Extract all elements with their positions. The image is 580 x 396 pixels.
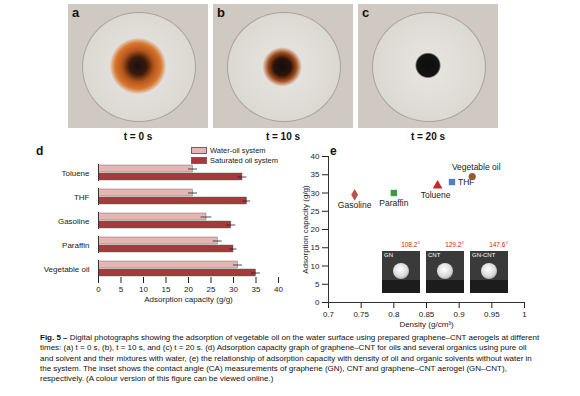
svg-text:Vegetable oil: Vegetable oil xyxy=(452,162,501,172)
svg-text:Toluene: Toluene xyxy=(61,169,90,178)
svg-text:40: 40 xyxy=(311,152,320,161)
svg-text:30: 30 xyxy=(229,285,238,294)
svg-text:Paraffin: Paraffin xyxy=(62,241,89,250)
svg-text:5: 5 xyxy=(315,280,320,289)
svg-text:Gasoline: Gasoline xyxy=(58,217,90,226)
svg-text:Gasoline: Gasoline xyxy=(338,200,372,210)
svg-text:40: 40 xyxy=(274,285,283,294)
svg-text:10: 10 xyxy=(311,262,320,271)
html-text:GN-CNT: GN-CNT xyxy=(472,252,496,258)
svg-text:25: 25 xyxy=(311,207,320,216)
svg-text:0: 0 xyxy=(315,298,320,307)
html-text:147.6°: 147.6° xyxy=(489,241,508,248)
svg-text:Density (g/cm³): Density (g/cm³) xyxy=(399,320,454,329)
svg-text:0.75: 0.75 xyxy=(353,310,369,319)
svg-text:0.85: 0.85 xyxy=(419,310,435,319)
svg-text:0.8: 0.8 xyxy=(388,310,400,319)
svg-text:30: 30 xyxy=(311,189,320,198)
html-text:d: d xyxy=(36,144,44,158)
svg-text:Adsorption capacity (g/g): Adsorption capacity (g/g) xyxy=(144,295,233,304)
svg-text:25: 25 xyxy=(207,285,216,294)
html-text:e: e xyxy=(330,144,337,158)
html-text:Fig. 5 – Digital photographs s: Fig. 5 – Digital photographs showing the… xyxy=(40,333,540,384)
svg-text:0: 0 xyxy=(96,285,101,294)
html-text:Water-oil system: Water-oil system xyxy=(210,146,266,155)
svg-text:Paraffin: Paraffin xyxy=(379,198,408,208)
svg-text:35: 35 xyxy=(252,285,261,294)
svg-text:Adsorption capacity (g/g): Adsorption capacity (g/g) xyxy=(301,185,310,274)
svg-text:Toluene: Toluene xyxy=(421,190,451,200)
svg-text:THF: THF xyxy=(458,176,475,187)
svg-text:Vegetable oil: Vegetable oil xyxy=(44,265,90,274)
svg-text:20: 20 xyxy=(184,285,193,294)
svg-text:5: 5 xyxy=(119,285,124,294)
svg-text:35: 35 xyxy=(311,170,320,179)
svg-text:THF: THF xyxy=(74,193,90,202)
html-text:108.2°: 108.2° xyxy=(401,241,420,248)
html-text:CNT: CNT xyxy=(428,252,441,258)
svg-text:20: 20 xyxy=(311,225,320,234)
html-text:t = 0 s: t = 0 s xyxy=(123,131,153,142)
html-text:c: c xyxy=(362,5,370,20)
html-text:t = 10 s: t = 10 s xyxy=(265,131,301,142)
svg-text:15: 15 xyxy=(311,243,320,252)
html-text:GN: GN xyxy=(384,252,393,258)
svg-text:0.9: 0.9 xyxy=(454,310,466,319)
svg-text:0.95: 0.95 xyxy=(484,310,500,319)
html-text:b: b xyxy=(217,5,225,20)
html-text:129.2°: 129.2° xyxy=(445,241,464,248)
svg-text:0.7: 0.7 xyxy=(323,310,335,319)
html-text:t = 20 s: t = 20 s xyxy=(410,131,446,142)
svg-text:1: 1 xyxy=(522,310,527,319)
svg-text:15: 15 xyxy=(162,285,171,294)
html-text:a: a xyxy=(72,5,80,20)
svg-text:10: 10 xyxy=(139,285,148,294)
html-text:Saturated oil system: Saturated oil system xyxy=(210,156,278,165)
